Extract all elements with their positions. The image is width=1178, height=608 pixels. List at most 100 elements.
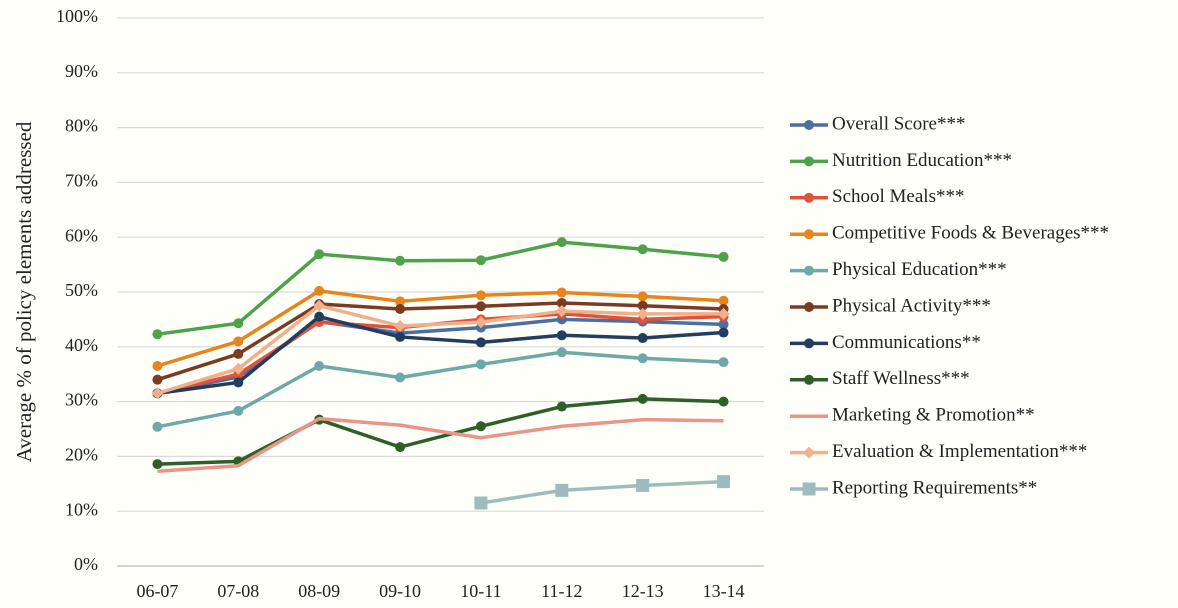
point [152, 459, 163, 470]
y-tick-label: 0% [74, 554, 98, 574]
point [636, 478, 650, 492]
point [718, 295, 729, 306]
point [314, 360, 325, 371]
point [717, 475, 731, 489]
y-tick-label: 40% [65, 335, 98, 355]
y-axis-label: Average % of policy elements addressed [12, 121, 36, 462]
point [152, 421, 163, 432]
point [637, 333, 648, 344]
series-line [156, 289, 724, 368]
series-line [157, 314, 724, 396]
y-tick-label: 70% [65, 171, 98, 191]
point [395, 372, 406, 383]
point [314, 249, 325, 260]
x-tick-label: 13-14 [703, 581, 745, 601]
series-line [157, 240, 724, 336]
series-line [157, 350, 724, 429]
point [637, 393, 648, 404]
point [804, 374, 814, 385]
point [637, 244, 648, 255]
point [717, 307, 730, 320]
y-tick-label: 100% [56, 6, 98, 26]
series-line [480, 479, 724, 505]
point [395, 255, 406, 266]
x-tick-label: 07-08 [217, 581, 259, 601]
y-tick-label: 30% [65, 390, 98, 410]
point [233, 348, 244, 359]
legend-label: Staff Wellness*** [832, 368, 970, 389]
point [803, 446, 815, 459]
point [636, 307, 649, 320]
x-tick-label: 11-12 [541, 581, 582, 601]
point [232, 362, 245, 375]
point [718, 357, 729, 368]
series-line [157, 317, 724, 396]
point [314, 285, 325, 296]
point [314, 311, 325, 322]
point [152, 374, 163, 385]
point [474, 316, 487, 329]
y-tick-label: 20% [65, 445, 98, 465]
series-line [157, 416, 724, 473]
point [395, 442, 406, 453]
point [804, 302, 814, 312]
x-tick-label: 12-13 [622, 581, 664, 601]
x-tick-label: 06-07 [136, 581, 178, 601]
point [804, 156, 814, 167]
x-tick-label: 08-09 [298, 581, 340, 601]
series-line [156, 301, 724, 382]
point [233, 405, 244, 416]
point [718, 327, 729, 338]
legend-label: Nutrition Education*** [832, 150, 1012, 171]
point [233, 318, 244, 329]
series-line [156, 303, 724, 396]
point [804, 265, 814, 276]
point [475, 255, 486, 266]
point [637, 300, 648, 311]
point [151, 387, 164, 400]
point [475, 421, 486, 432]
point [475, 301, 486, 312]
point [474, 496, 488, 510]
point [718, 396, 729, 407]
point [233, 336, 244, 347]
point [804, 192, 814, 203]
point [233, 377, 244, 388]
point [152, 329, 163, 340]
legend-label: Physical Activity*** [832, 295, 991, 316]
point [718, 319, 729, 330]
x-tick-label: 09-10 [379, 581, 421, 601]
point [804, 229, 814, 240]
point [394, 319, 407, 332]
point [152, 360, 163, 371]
point [556, 401, 567, 412]
point [475, 290, 486, 301]
point [556, 287, 567, 298]
point [555, 483, 569, 497]
point [313, 299, 326, 312]
legend-label: Marketing & Promotion** [832, 405, 1035, 426]
point [556, 297, 567, 308]
point [556, 347, 567, 358]
y-tick-label: 90% [65, 61, 98, 81]
series-line [157, 397, 724, 466]
y-tick-label: 10% [65, 499, 98, 519]
point [804, 338, 814, 349]
point [637, 353, 648, 364]
legend-label: Evaluation & Implementation*** [832, 441, 1087, 462]
point [395, 296, 406, 307]
point [395, 303, 406, 314]
point [475, 337, 486, 348]
x-tick-label: 10-11 [460, 581, 501, 601]
legend-label: Competitive Foods & Beverages*** [832, 223, 1109, 244]
legend-label: Physical Education*** [832, 259, 1007, 280]
point [718, 251, 729, 262]
point [556, 330, 567, 341]
y-tick-label: 80% [65, 116, 98, 136]
point [395, 331, 406, 342]
legend-label: School Meals*** [832, 186, 964, 207]
legend-label: Reporting Requirements** [832, 477, 1037, 498]
point [804, 120, 814, 130]
legend-label: Communications** [832, 332, 981, 353]
